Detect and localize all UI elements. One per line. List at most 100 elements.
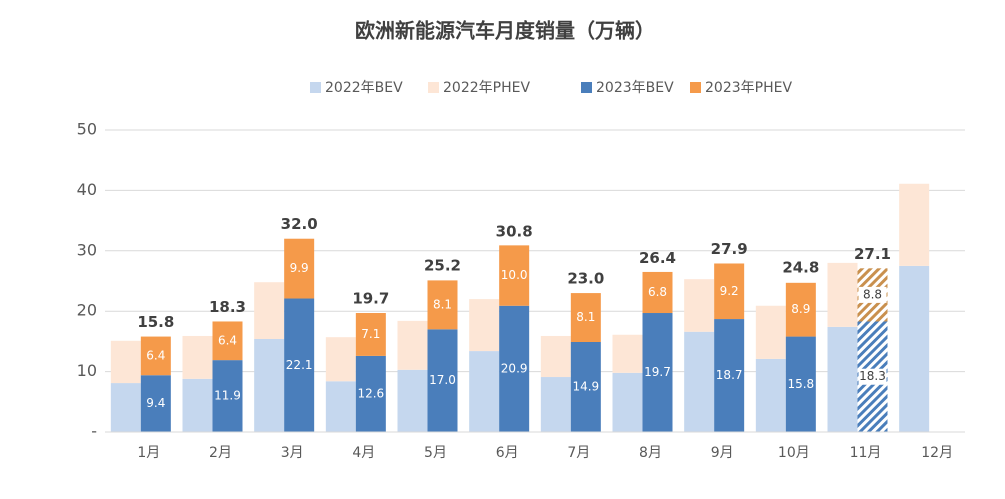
total-label: 27.9 [711, 240, 748, 258]
bar-segment [397, 369, 428, 432]
total-label: 18.3 [209, 298, 246, 316]
x-tick-label: 12月 [921, 445, 953, 461]
x-tick-label: 5月 [424, 445, 447, 461]
total-label: 24.8 [782, 259, 819, 277]
bar-segment [684, 331, 715, 432]
value-label: 9.9 [290, 261, 309, 275]
legend-swatch [581, 82, 592, 93]
bar-segment [612, 334, 643, 373]
x-tick-label: 8月 [639, 445, 662, 461]
bar-segment [110, 383, 141, 432]
value-label: 18.7 [716, 368, 743, 382]
value-label: 8.9 [791, 302, 810, 316]
value-label: 8.1 [576, 310, 595, 324]
y-tick-label: 20 [77, 301, 97, 320]
x-tick-label: 7月 [567, 445, 590, 461]
bar-segment [140, 375, 171, 432]
value-label: 8.8 [863, 287, 882, 301]
bar-segment [182, 335, 213, 379]
bar-segment [397, 320, 428, 370]
bar-segment [899, 265, 930, 432]
total-label: 32.0 [281, 215, 318, 233]
legend-swatch [310, 82, 321, 93]
value-label: 11.9 [214, 389, 241, 403]
value-label: 20.9 [501, 361, 528, 375]
bar-segment [642, 271, 673, 314]
bar-segment [785, 282, 816, 337]
bar-segment [755, 305, 786, 359]
y-tick-label: 40 [77, 180, 97, 199]
bar-segment [254, 282, 285, 339]
legend-label: 2022年BEV [325, 80, 403, 96]
bar-segment [899, 183, 930, 266]
chart-title: 欧洲新能源汽车月度销量（万辆） [355, 19, 655, 43]
value-label: 15.8 [787, 377, 814, 391]
x-tick-label: 4月 [352, 445, 375, 461]
bar-segment [355, 355, 386, 432]
bar-segment [540, 335, 571, 378]
x-tick-label: 10月 [778, 445, 810, 461]
bar-segment [212, 360, 243, 432]
bar-segment [284, 298, 315, 432]
bar-segment [355, 313, 386, 356]
bar-segment [469, 299, 500, 352]
bar-segment [714, 263, 745, 320]
total-label: 27.1 [854, 245, 891, 263]
total-label: 30.8 [496, 222, 533, 240]
bar-segment [499, 245, 530, 306]
total-label: 26.4 [639, 249, 676, 267]
value-label: 10.0 [501, 268, 528, 282]
legend-label: 2023年BEV [596, 80, 674, 96]
legend-label: 2022年PHEV [443, 80, 530, 96]
legend-swatch [690, 82, 701, 93]
x-tick-label: 3月 [281, 445, 304, 461]
bar-segment [827, 262, 858, 327]
total-label: 15.8 [137, 313, 174, 331]
x-tick-label: 11月 [850, 445, 882, 461]
bar-segment [499, 305, 530, 432]
bar-segment [469, 351, 500, 432]
x-tick-label: 2月 [209, 445, 232, 461]
total-label: 19.7 [352, 290, 389, 308]
value-label: 6.4 [146, 348, 165, 362]
y-tick-label: 50 [77, 120, 97, 139]
value-label: 14.9 [572, 380, 599, 394]
value-label-bg [858, 286, 887, 303]
bar-segment [827, 326, 858, 432]
y-tick-label: 30 [77, 240, 97, 259]
bar-segment [254, 338, 285, 432]
value-label: 9.2 [720, 284, 739, 298]
bar-segment [570, 342, 601, 432]
value-label: 18.3 [859, 369, 886, 383]
value-label: 8.1 [433, 297, 452, 311]
bar-segment [714, 319, 745, 432]
y-tick-label: 10 [77, 361, 97, 380]
x-tick-label: 6月 [496, 445, 519, 461]
bar-segment [785, 336, 816, 432]
bar-segment [140, 336, 171, 376]
bar-segment [427, 329, 458, 432]
value-label: 19.7 [644, 365, 671, 379]
value-label: 12.6 [357, 386, 384, 400]
value-label: 6.4 [218, 333, 237, 347]
bar-segment [540, 377, 571, 432]
value-label: 6.8 [648, 285, 667, 299]
bar-segment [325, 381, 356, 432]
bar-segment [110, 340, 141, 384]
legend-swatch [428, 82, 439, 93]
bar-segment [684, 279, 715, 332]
value-label: 17.0 [429, 373, 456, 387]
x-tick-label: 9月 [711, 445, 734, 461]
value-label: 22.1 [286, 358, 313, 372]
bar-segment [570, 293, 601, 343]
bar-segment [642, 313, 673, 432]
bar-segment [755, 358, 786, 432]
bar-segment [212, 321, 243, 361]
value-label: 7.1 [361, 327, 380, 341]
y-tick-label: - [91, 422, 97, 441]
legend-label: 2023年PHEV [705, 80, 792, 96]
total-label: 23.0 [567, 270, 604, 288]
value-label: 9.4 [146, 396, 165, 410]
bar-segment [325, 337, 356, 382]
